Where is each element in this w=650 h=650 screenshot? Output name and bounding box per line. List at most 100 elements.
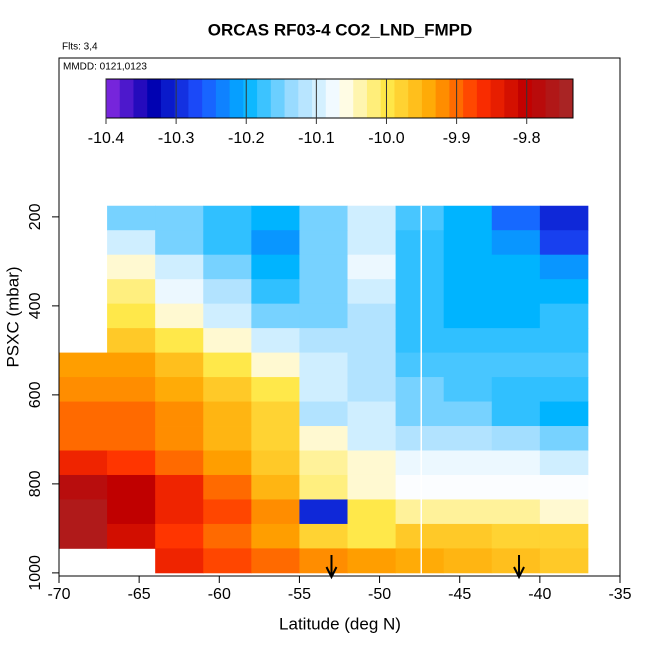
heatmap-cell xyxy=(299,401,348,427)
heatmap-cell xyxy=(539,377,589,402)
heatmap-cell xyxy=(491,303,541,329)
colorbar-swatch xyxy=(257,79,272,118)
colorbar-swatch xyxy=(160,79,176,118)
heatmap-cell xyxy=(155,254,204,280)
heatmap-cell xyxy=(395,523,445,549)
heatmap-cell xyxy=(395,401,445,427)
heatmap-cell xyxy=(155,499,204,525)
heatmap-cell xyxy=(107,230,156,256)
colorbar-swatch xyxy=(559,79,574,118)
heatmap-cell xyxy=(107,426,156,451)
heatmap-cell xyxy=(251,205,300,231)
colorbar-swatch xyxy=(119,79,134,118)
heatmap-cell xyxy=(299,254,348,280)
heatmap-cell xyxy=(395,230,445,256)
heatmap-cell xyxy=(155,230,204,256)
y-tick-label: 600 xyxy=(27,381,44,408)
colorbar-tick-label: -10.3 xyxy=(158,130,195,147)
colorbar-swatch xyxy=(270,79,286,118)
heatmap-cell xyxy=(299,426,348,451)
colorbar-swatch xyxy=(298,79,313,118)
heatmap-cell xyxy=(395,352,445,378)
heatmap-cell xyxy=(443,254,493,280)
heatmap-cell xyxy=(539,548,589,574)
heatmap-cell xyxy=(395,426,445,451)
heatmap-cell xyxy=(539,352,589,378)
heatmap-cell xyxy=(203,450,252,476)
colorbar-swatch xyxy=(408,79,423,118)
colorbar-swatch xyxy=(215,79,231,118)
heatmap-cell xyxy=(251,450,300,476)
colorbar-swatch xyxy=(106,79,121,118)
heatmap-cell xyxy=(539,205,589,231)
colorbar-tick-label: -9.8 xyxy=(513,130,541,147)
heatmap-cell xyxy=(107,303,156,329)
heatmap-cell xyxy=(107,328,156,354)
heatmap-cell xyxy=(251,426,300,451)
heatmap-cell xyxy=(299,377,348,402)
heatmap-cell xyxy=(443,279,493,305)
heatmap-cell xyxy=(539,523,589,549)
colorbar-swatch xyxy=(325,79,340,118)
heatmap-cell xyxy=(203,474,252,500)
heatmap-cell xyxy=(491,279,541,305)
heatmap-cell xyxy=(443,450,493,476)
heatmap-cell xyxy=(299,548,348,574)
heatmap-cell xyxy=(539,328,589,354)
heatmap-cell xyxy=(155,328,204,354)
colorbar-tick-label: -10.0 xyxy=(368,130,405,147)
heatmap-cell xyxy=(203,523,252,549)
heatmap-cell xyxy=(299,303,348,329)
arrow-head xyxy=(513,566,525,580)
heatmap-cell xyxy=(539,401,589,427)
heatmap-cell xyxy=(299,474,348,500)
colorbar-swatch xyxy=(174,79,189,118)
heatmap-cell xyxy=(251,303,300,329)
colorbar-swatch xyxy=(394,79,409,118)
flights-note: Flts: 3,4 xyxy=(62,42,98,53)
x-tick-label: -60 xyxy=(208,586,231,603)
heatmap-cell xyxy=(107,205,156,231)
heatmap-cell xyxy=(155,205,204,231)
colorbar-swatch xyxy=(339,79,354,118)
colorbar-swatch xyxy=(490,79,505,118)
heatmap-cell xyxy=(347,450,396,476)
x-tick-label: -45 xyxy=(448,586,471,603)
y-tick-label: 200 xyxy=(27,203,44,230)
heatmap-cell xyxy=(491,230,541,256)
heatmap-cell xyxy=(347,377,396,402)
colorbar-swatch xyxy=(476,79,492,118)
heatmap-cell xyxy=(539,499,589,525)
heatmap-cell xyxy=(491,450,541,476)
x-tick-label: -65 xyxy=(128,586,151,603)
heatmap-cell xyxy=(539,474,589,500)
heatmap-cell xyxy=(491,352,541,378)
arrow-marker xyxy=(513,555,525,580)
colorbar-swatch xyxy=(504,79,519,118)
heatmap-cell xyxy=(59,401,108,427)
colorbar-tick-label: -9.9 xyxy=(443,130,471,147)
heatmap-cell xyxy=(347,426,396,451)
arrow-head xyxy=(325,566,338,580)
arrow-marker xyxy=(325,555,338,580)
heatmap-cell xyxy=(203,279,252,305)
heatmap-cell xyxy=(491,377,541,402)
dates-note: MMDD: 0121,0123 xyxy=(63,62,147,73)
colorbar-swatch xyxy=(463,79,478,118)
heatmap-cell xyxy=(107,401,156,427)
colorbar-swatch xyxy=(435,79,450,118)
chart-title: ORCAS RF03-4 CO2_LND_FMPD xyxy=(208,20,473,39)
heatmap-cell xyxy=(539,303,589,329)
heatmap-cell xyxy=(299,450,348,476)
heatmap-cell xyxy=(155,401,204,427)
heatmap-cell xyxy=(347,328,396,354)
heatmap-cell xyxy=(395,450,445,476)
heatmap-cell xyxy=(299,279,348,305)
heatmap-cell xyxy=(299,523,348,549)
heatmap-cell xyxy=(203,548,252,574)
colorbar-swatch xyxy=(188,79,203,118)
heatmap-cell xyxy=(539,279,589,305)
heatmap-cell xyxy=(491,205,541,231)
heatmap-cell xyxy=(395,254,445,280)
